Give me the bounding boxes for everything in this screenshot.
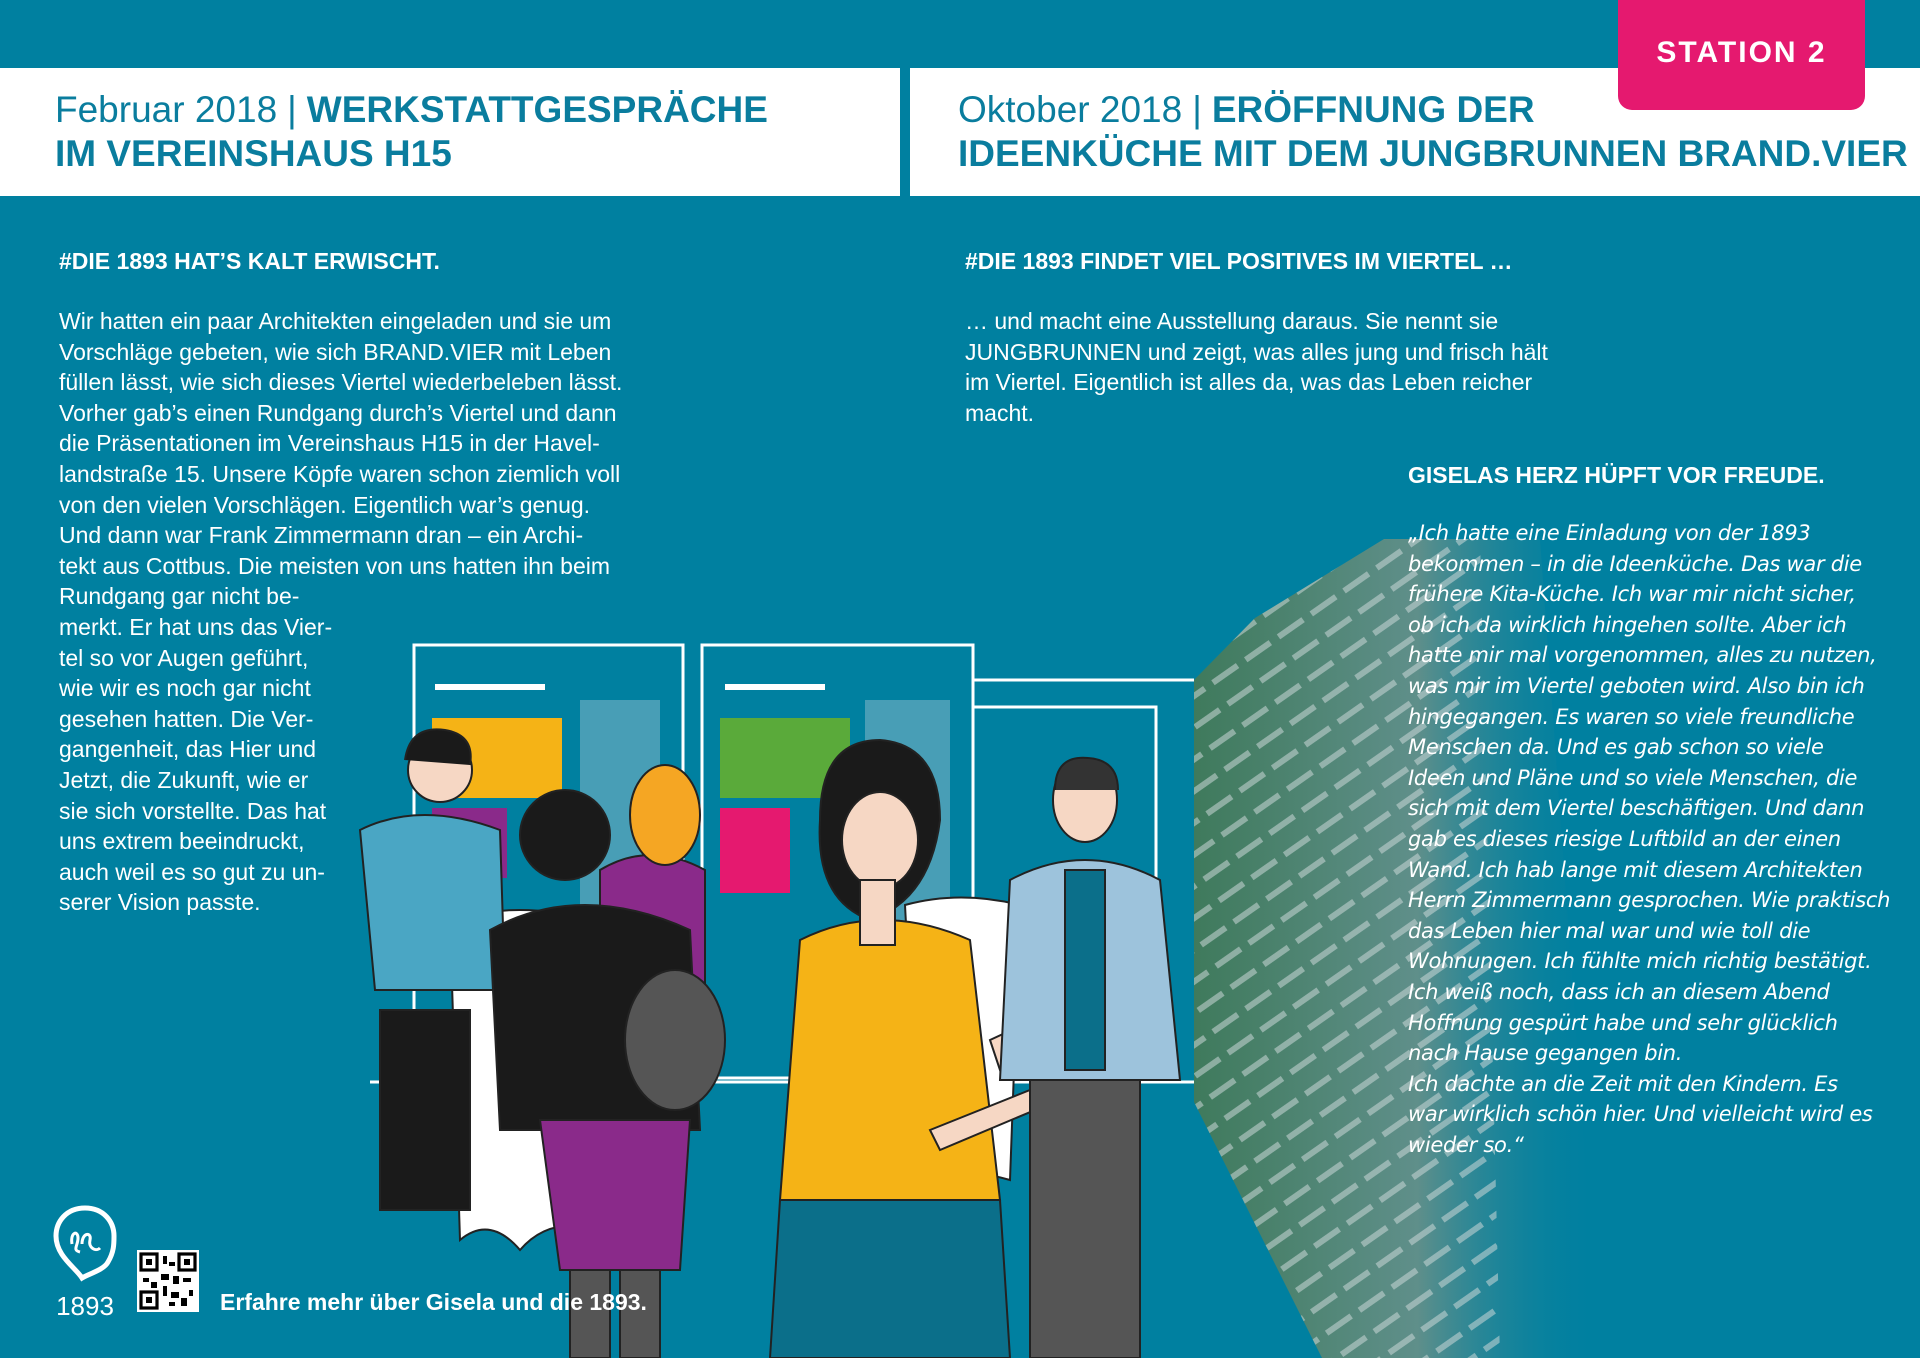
text-line: Wohnungen. Ich fühlte mich richtig bestä… bbox=[1408, 949, 1872, 974]
text-line: Menschen da. Und es gab schon so viele bbox=[1408, 735, 1824, 760]
person-gisela bbox=[768, 738, 1127, 1358]
text-line: Ich dachte an die Zeit mit den Kindern. … bbox=[1408, 1071, 1838, 1096]
quote-heading: GISELAS HERZ HÜPFT VOR FREUDE. bbox=[1408, 462, 1825, 488]
location-pin-heart-icon bbox=[53, 1205, 117, 1282]
text-line: serer Vision passte. bbox=[59, 889, 261, 916]
title-line: IM VEREINSHAUS H15 bbox=[55, 133, 452, 174]
text-line: landstraße 15. Unsere Köpfe waren schon … bbox=[59, 460, 621, 487]
title-line: WERKSTATTGESPRÄCHE bbox=[306, 89, 768, 130]
text-line: Wir hatten ein paar Architekten eingelad… bbox=[59, 308, 612, 334]
text-line: Vorher gab’s einen Rundgang durch’s Vier… bbox=[59, 399, 617, 426]
text-line: macht. bbox=[965, 399, 1035, 426]
separator: | bbox=[287, 89, 297, 130]
text-line: wieder so.“ bbox=[1408, 1132, 1524, 1157]
text-line: sich mit dem Viertel beschäftigen. Und d… bbox=[1408, 796, 1865, 821]
date: Februar 2018 bbox=[55, 89, 278, 130]
text-line: wie wir es noch gar nicht bbox=[59, 675, 311, 702]
title-line: IDEENKÜCHE MIT DEM JUNGBRUNNEN BRAND.VIE… bbox=[958, 133, 1908, 174]
text-line: Herrn Zimmermann gesprochen. Wie praktis… bbox=[1408, 888, 1891, 913]
person-man-left bbox=[358, 728, 507, 1211]
text-line: Und dann war Frank Zimmermann dran – ein… bbox=[59, 522, 584, 549]
text-line: Rundgang gar nicht be- bbox=[59, 583, 300, 610]
text-line: war wirklich schön hier. Und vielleicht … bbox=[1408, 1102, 1873, 1127]
text-line: Ich weiß noch, dass ich an diesem Abend bbox=[1408, 979, 1830, 1004]
left-body: Wir hatten ein paar Architekten eingelad… bbox=[59, 306, 622, 918]
text-line: die Präsentationen im Vereinshaus H15 in… bbox=[59, 430, 600, 457]
station-badge: STATION 2 bbox=[1618, 0, 1865, 110]
text-line: von den vielen Vorschlägen. Eigentlich w… bbox=[59, 491, 591, 518]
header-left-title: Februar 2018 | WERKSTATTGESPRÄCHE IM VEREI… bbox=[55, 88, 768, 176]
left-heading: #DIE 1893 HAT’S KALT ERWISCHT. bbox=[59, 248, 440, 274]
text-line: sie sich vorstellte. Das hat bbox=[59, 797, 327, 824]
date: Oktober 2018 bbox=[958, 89, 1183, 130]
text-line: JUNGBRUNNEN und zeigt, was alles jung un… bbox=[965, 338, 1548, 365]
text-line: „Ich hatte eine Einladung von der 1893 bbox=[1408, 521, 1811, 545]
qr-code-icon[interactable] bbox=[137, 1250, 199, 1312]
header-right: Oktober 2018 | ERÖFFNUNG DER IDEENKÜCHE MI… bbox=[910, 68, 1920, 196]
right-heading: #DIE 1893 FINDET VIEL POSITIVES IM VIERT… bbox=[965, 248, 1513, 274]
header-left: Februar 2018 | WERKSTATTGESPRÄCHE IM VEREI… bbox=[0, 68, 900, 196]
text-line: was mir im Viertel geboten wird. Also bi… bbox=[1408, 673, 1865, 698]
logo-text: 1893 bbox=[56, 1291, 114, 1321]
text-line: Jetzt, die Zukunft, wie er bbox=[59, 766, 309, 793]
title-line: ERÖFFNUNG DER bbox=[1211, 89, 1535, 130]
footer-cta[interactable]: Erfahre mehr über Gisela und die 1893. bbox=[220, 1289, 647, 1315]
text-line: das Leben hier mal war und wie toll die bbox=[1408, 918, 1811, 943]
text-line: Vorschläge gebeten, wie sich BRAND.VIER … bbox=[59, 338, 612, 365]
text-line: tekt aus Cottbus. Die meisten von uns ha… bbox=[59, 552, 611, 579]
person-woman-black bbox=[488, 789, 726, 1358]
text-line: hatte mir mal vorgenommen, alles zu nutz… bbox=[1408, 643, 1877, 668]
text-line: auch weil es so gut zu un- bbox=[59, 858, 325, 885]
text-line: ob ich da wirklich hingehen sollte. Aber… bbox=[1408, 612, 1847, 637]
text-line: Ideen und Pläne und so viele Menschen, d… bbox=[1408, 765, 1858, 790]
text-line: … und macht eine Ausstellung daraus. Sie… bbox=[965, 308, 1499, 334]
text-line: nach Hause gegangen bin. bbox=[1408, 1041, 1683, 1066]
text-line: uns extrem beeindruckt, bbox=[59, 828, 305, 855]
header-right-title: Oktober 2018 | ERÖFFNUNG DER IDEENKÜCHE MI… bbox=[958, 88, 1908, 176]
right-body: … und macht eine Ausstellung daraus. Sie… bbox=[965, 306, 1548, 428]
text-line: gangenheit, das Hier und bbox=[59, 736, 317, 763]
aerial-photo bbox=[1194, 539, 1600, 1358]
person-architect bbox=[998, 756, 1182, 1358]
separator: | bbox=[1192, 89, 1202, 130]
text-line: gab es dieses riesige Luftbild an der ei… bbox=[1408, 826, 1841, 851]
logo-1893: 1893 bbox=[52, 1204, 118, 1322]
text-line: im Viertel. Eigentlich ist alles da, was… bbox=[965, 369, 1533, 396]
text-line: hingegangen. Es waren so viele freundlic… bbox=[1408, 704, 1855, 729]
text-line: merkt. Er hat uns das Vier- bbox=[59, 613, 333, 640]
gisela-quote: „Ich hatte eine Einladung von der 1893 be… bbox=[1408, 518, 1890, 1160]
text-line: Wand. Ich hab lange mit diesem Architekt… bbox=[1408, 857, 1863, 882]
text-line: füllen lässt, wie sich dieses Viertel wi… bbox=[59, 369, 623, 396]
text-line: tel so vor Augen geführt, bbox=[59, 644, 309, 671]
text-line: bekommen – in die Ideenküche. Das war di… bbox=[1408, 551, 1862, 576]
text-line: frühere Kita-Küche. Ich war mir nicht si… bbox=[1408, 582, 1856, 607]
text-line: Hoffnung gespürt habe und sehr glücklich bbox=[1408, 1010, 1838, 1035]
text-line: gesehen hatten. Die Ver- bbox=[59, 705, 314, 732]
station-label: STATION 2 bbox=[1656, 36, 1827, 69]
